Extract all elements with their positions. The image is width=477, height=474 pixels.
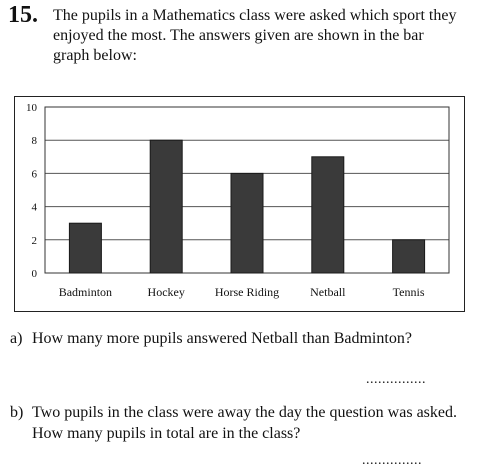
x-tick-label-badminton: Badminton	[59, 285, 112, 299]
x-tick-label-hockey: Hockey	[148, 285, 185, 299]
bar-tennis	[392, 239, 426, 274]
part-a-label: a)	[10, 330, 23, 347]
part-b-label: b)	[10, 404, 24, 421]
part-b-text: Two pupils in the class were away the da…	[32, 404, 457, 442]
part-b-answer-line[interactable]: ...............	[362, 453, 422, 468]
chart-frame	[14, 96, 465, 312]
part-a-text: How many more pupils answered Netball th…	[32, 330, 412, 347]
bar-hockey	[149, 139, 183, 274]
question-intro: The pupils in a Mathematics class were a…	[53, 7, 457, 64]
y-tick-label-4: 4	[32, 202, 38, 214]
y-tick-label-2: 2	[32, 235, 38, 247]
part-a-answer-line[interactable]: ...............	[366, 372, 426, 387]
bar-horse-riding	[230, 172, 264, 274]
y-tick-label-8: 8	[32, 135, 38, 147]
bar-netball	[311, 156, 345, 274]
bar-badminton	[68, 222, 102, 274]
x-tick-label-horse-riding: Horse Riding	[215, 285, 279, 299]
y-tick-label-0: 0	[32, 268, 38, 280]
x-tick-label-tennis: Tennis	[393, 285, 425, 299]
y-tick-label-6: 6	[32, 168, 38, 180]
x-tick-label-netball: Netball	[310, 285, 346, 299]
question-number: 15.	[8, 2, 38, 28]
y-tick-label-10: 10	[26, 102, 38, 114]
